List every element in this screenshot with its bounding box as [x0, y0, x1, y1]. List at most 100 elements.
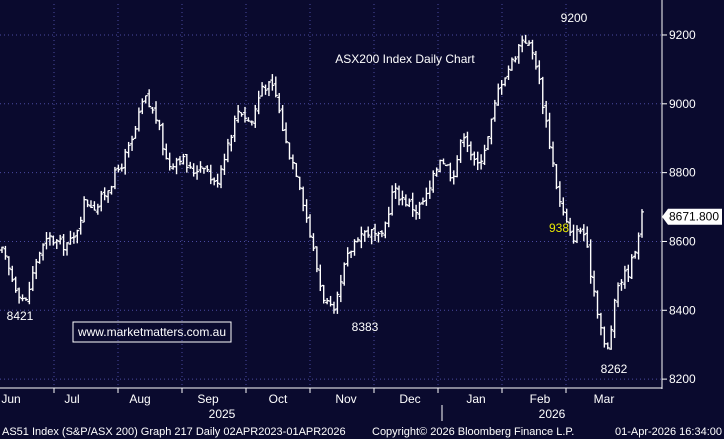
y-tick-label: 9000	[669, 97, 696, 111]
ohlc-bar	[636, 232, 641, 260]
ohlc-bar	[143, 95, 148, 104]
ohlc-bar	[568, 217, 573, 236]
y-tick-label: 9200	[669, 28, 696, 42]
ohlc-bar	[116, 164, 121, 173]
ohlc-bar	[215, 173, 220, 188]
annotation-label: 8262	[601, 362, 628, 376]
ohlc-bar	[331, 301, 336, 314]
ohlc-bar	[242, 106, 247, 123]
ohlc-bar	[407, 198, 412, 208]
ohlc-bar	[629, 254, 634, 280]
ohlc-bar	[219, 165, 224, 189]
ohlc-bar	[489, 118, 494, 145]
ohlc-bar	[578, 227, 583, 234]
ohlc-bar	[458, 139, 463, 163]
ohlc-bar	[482, 144, 487, 166]
ohlc-bar	[503, 77, 508, 87]
axis-layer: 8200 8400 8600 8800 9000 9200 Jun Jul Aug Sep Oct N…	[0, 0, 722, 421]
ohlc-bar	[88, 200, 93, 209]
ohlc-bar	[462, 133, 467, 148]
ohlc-bar	[54, 239, 59, 250]
x-tick-label: Feb	[530, 392, 551, 406]
ohlc-bar	[167, 152, 172, 171]
ohlc-bar	[516, 44, 521, 64]
ohlc-bar	[99, 190, 104, 212]
annotation-label: 8421	[7, 309, 34, 323]
ohlc-bar	[420, 197, 425, 205]
ohlc-bar	[78, 216, 83, 235]
ohlc-bar	[160, 122, 165, 156]
ohlc-bar	[379, 230, 384, 238]
ohlc-bar	[417, 201, 422, 219]
ohlc-bar	[308, 214, 313, 238]
ohlc-bar	[468, 141, 473, 161]
ohlc-bar	[10, 265, 15, 282]
ohlc-bar	[266, 81, 271, 97]
ohlc-bar	[376, 231, 381, 243]
ohlc-bar	[71, 232, 76, 244]
ohlc-bar	[403, 194, 408, 207]
ohlc-bar	[414, 204, 419, 220]
ohlc-bar	[434, 167, 439, 177]
ohlc-bar	[506, 65, 511, 81]
ohlc-bar	[208, 164, 213, 185]
ohlc-bar	[270, 74, 275, 91]
ohlc-bar	[225, 138, 230, 163]
ohlc-bar	[540, 76, 545, 115]
x-tick-label: Dec	[399, 392, 420, 406]
x-tick-label: Nov	[335, 392, 356, 406]
ohlc-bar	[136, 107, 141, 132]
ohlc-bar	[311, 233, 316, 252]
ohlc-bar	[359, 226, 364, 249]
ohlc-bar	[318, 264, 323, 292]
ohlc-bar	[157, 119, 162, 131]
ohlc-bar	[277, 93, 282, 114]
ohlc-bar	[369, 229, 374, 245]
ohlc-bar	[3, 245, 8, 260]
ohlc-bar	[547, 112, 552, 150]
x-tick-label: Sep	[197, 392, 219, 406]
watermark-text: www.marketmatters.com.au	[77, 325, 226, 339]
x-tick-label: Oct	[269, 392, 288, 406]
ohlc-bar	[304, 199, 309, 223]
ohlc-bar	[47, 232, 52, 246]
year-label: 2026	[539, 407, 566, 421]
ohlc-bar	[201, 167, 206, 174]
ohlc-bar	[229, 134, 234, 152]
footer-left: AS51 Index (S&P/ASX 200) Graph 217 Daily…	[2, 426, 346, 438]
ohlc-bar	[619, 279, 624, 291]
ohlc-bar	[212, 177, 217, 186]
footer-right: 01-Apr-2026 16:34:00	[615, 426, 722, 438]
ohlc-bar	[397, 185, 402, 206]
ohlc-bar	[533, 50, 538, 70]
annotation-label: 9200	[561, 11, 588, 25]
ohlc-bar	[58, 234, 63, 245]
ohlc-bar	[256, 90, 261, 115]
ohlc-bar	[177, 156, 182, 166]
ohlc-bar	[249, 120, 254, 126]
ohlc-bar	[523, 34, 528, 44]
ohlc-bar	[198, 161, 203, 173]
y-tick-label: 8200	[669, 372, 696, 386]
ohlc-bar	[338, 274, 343, 303]
ohlc-bar	[23, 297, 28, 301]
ohlc-bars	[0, 34, 644, 350]
ohlc-bar	[205, 165, 210, 173]
ohlc-bar	[373, 223, 378, 242]
ohlc-bar	[551, 141, 556, 168]
x-tick-label: Jul	[64, 392, 79, 406]
ohlc-bar	[431, 170, 436, 193]
ohlc-bar	[335, 291, 340, 314]
ohlc-bar	[345, 247, 350, 267]
ohlc-bar	[95, 203, 100, 215]
ohlc-bar	[102, 187, 107, 201]
ohlc-bar	[126, 141, 131, 158]
last-value-box: 8671.800	[662, 208, 722, 225]
ohlc-bar	[588, 239, 593, 284]
ohlc-bar	[294, 162, 299, 178]
annotation-label: 8383	[352, 320, 379, 334]
last-value-text: 8671.800	[669, 210, 719, 224]
ohlc-bar	[366, 226, 371, 238]
ohlc-bar	[239, 112, 244, 117]
